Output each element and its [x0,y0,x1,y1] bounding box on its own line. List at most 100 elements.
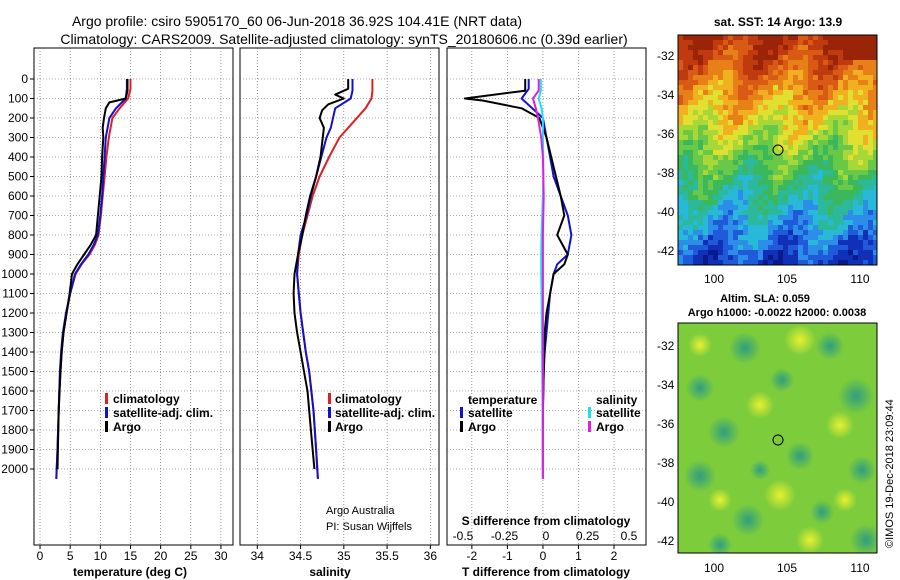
sst-pixel [823,255,828,260]
sst-pixel [793,120,798,125]
sst-pixel [773,235,778,240]
sst-pixel [743,185,748,190]
sst-pixel [848,125,853,130]
sst-pixel [698,215,703,220]
sst-pixel [703,145,708,150]
sst-pixel [728,80,733,85]
sst-pixel [863,50,868,55]
sst-pixel [868,85,873,90]
sst-pixel [703,225,708,230]
sst-pixel [688,35,693,40]
sst-pixel [718,205,723,210]
sst-pixel [858,65,863,70]
sst-pixel [873,240,877,245]
sst-pixel [868,210,873,215]
sst-pixel [838,225,843,230]
sst-pixel [678,120,683,125]
sst-pixel [773,80,778,85]
sst-pixel [688,160,693,165]
sst-pixel [723,130,728,135]
sst-pixel [678,180,683,185]
sla-high-anomaly [688,333,712,357]
sst-pixel [868,215,873,220]
sst-pixel [868,160,873,165]
sst-pixel [678,70,683,75]
sst-pixel [793,100,798,105]
sst-pixel [763,200,768,205]
legend-swatch-argo [105,421,108,432]
sst-pixel [703,195,708,200]
sst-pixel [798,125,803,130]
sst-pixel [793,200,798,205]
sst-pixel [818,160,823,165]
sst-pixel [738,180,743,185]
sst-pixel [813,80,818,85]
sst-pixel [713,50,718,55]
sst-pixel [733,215,738,220]
sst-pixel [678,225,683,230]
sst-pixel [733,250,738,255]
sst-pixel [873,200,877,205]
sst-pixel [803,145,808,150]
sst-pixel [813,250,818,255]
sst-pixel [738,140,743,145]
sst-pixel [693,205,698,210]
sst-pixel [813,100,818,105]
sst-pixel [798,130,803,135]
temperature-grid [34,48,233,545]
sst-pixel [823,165,828,170]
sst-pixel [818,180,823,185]
sst-pixel [733,165,738,170]
sst-pixel [693,150,698,155]
sst-pixel [793,155,798,160]
sst-pixel [873,115,877,120]
sst-pixel [778,165,783,170]
sst-pixel [818,45,823,50]
sst-pixel [753,195,758,200]
sst-pixel [748,115,753,120]
sla-low-anomaly [838,378,874,414]
sst-pixel [813,205,818,210]
sst-pixel [763,80,768,85]
sst-pixel [728,155,733,160]
sst-pixel [768,240,773,245]
sst-pixel [703,125,708,130]
sst-pixel [688,105,693,110]
sst-pixel [678,60,683,65]
sst-pixel [678,185,683,190]
y-tick-label: 1700 [1,404,28,418]
sst-pixel [768,170,773,175]
sst-pixel [833,50,838,55]
sst-pixel [703,50,708,55]
sst-pixel [823,115,828,120]
salinity-legend: climatology satellite-adj. clim. Argo [328,392,435,434]
sst-pixel [848,65,853,70]
sst-pixel [833,125,838,130]
sst-pixel [868,45,873,50]
sst-pixel [868,240,873,245]
sst-pixel [718,160,723,165]
sst-pixel [788,175,793,180]
sst-pixel [763,100,768,105]
sst-pixel [683,140,688,145]
sst-pixel [873,230,877,235]
sst-pixel [708,80,713,85]
sst-pixel [738,75,743,80]
sst-pixel [738,240,743,245]
sla-high-anomaly [764,479,796,511]
sst-pixel [803,255,808,260]
sst-pixel [763,160,768,165]
sst-pixel [703,155,708,160]
sst-pixel [688,120,693,125]
sst-pixel [868,70,873,75]
sst-pixel [758,135,763,140]
sst-pixel [743,75,748,80]
sst-pixel [763,50,768,55]
sst-pixel [868,175,873,180]
sst-pixel [763,45,768,50]
sst-pixel [708,100,713,105]
y-tick-label: 700 [8,209,28,223]
sst-pixel [753,125,758,130]
sst-pixel [723,100,728,105]
temperature-plot-frame [33,47,234,546]
